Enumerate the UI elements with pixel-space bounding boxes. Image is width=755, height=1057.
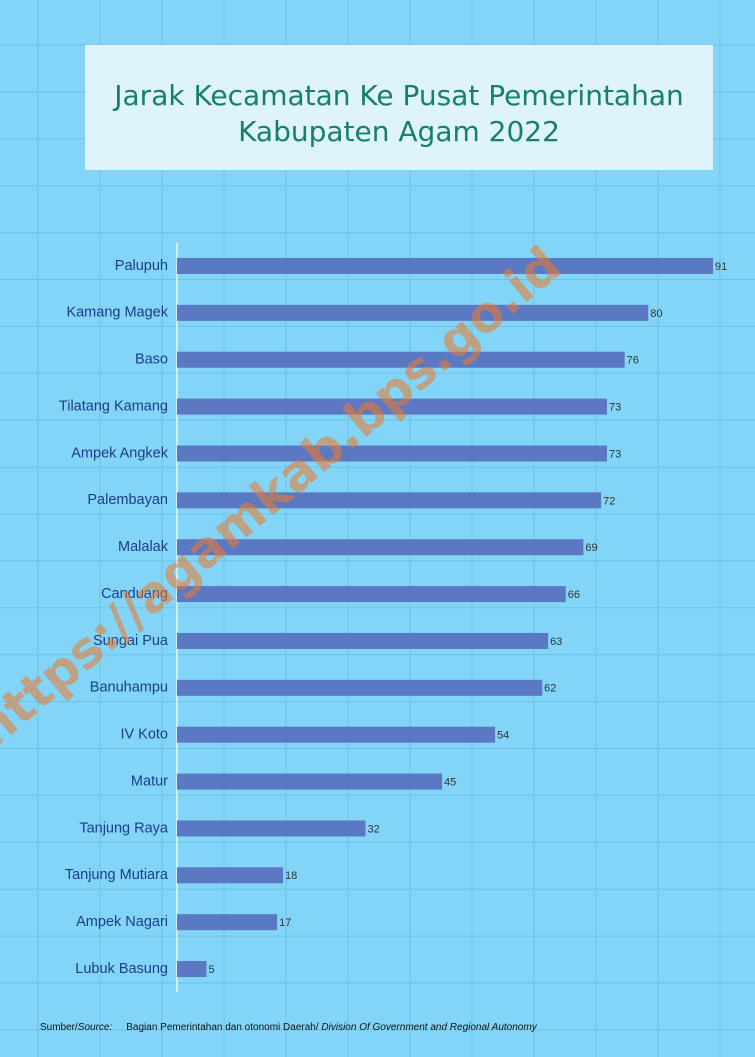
bar [177,351,625,368]
value-label: 32 [367,823,379,835]
chart-title: Jarak Kecamatan Ke Pusat Pemerintahan [112,79,683,112]
source-text: Bagian Pemerintahan dan otonomi Daerah/ [126,1022,321,1033]
bar [177,258,713,274]
category-label: Kamang Magek [66,305,168,321]
category-label: Tanjung Raya [79,820,169,836]
bar [177,773,443,790]
bar [177,586,566,603]
category-label: Ampek Nagari [76,914,168,930]
bar [177,632,549,649]
category-label: Ampek Angkek [71,445,168,461]
bar [177,914,278,931]
value-label: 69 [585,542,597,554]
bar [177,492,602,509]
category-label: Lubuk Basung [75,961,168,977]
chart-title: Kabupaten Agam 2022 [238,115,560,148]
category-label: Malalak [118,539,169,555]
value-label: 5 [208,964,214,976]
category-label: Banuhampu [90,680,168,696]
bar [177,445,607,462]
bar [177,867,284,884]
source-label: Sumber/ [40,1022,78,1033]
source: Sumber/Source: Bagian Pemerintahan dan ot… [40,1022,538,1033]
value-label: 18 [285,870,297,882]
value-label: 66 [568,589,580,601]
value-label: 54 [497,730,509,742]
bar [177,961,207,978]
bar [177,820,366,837]
value-label: 73 [609,448,621,460]
category-label: Baso [135,352,168,368]
value-label: 73 [609,402,621,414]
bar [177,304,649,321]
category-label: Palembayan [87,492,168,508]
value-label: 80 [650,308,662,320]
source-label: Source: [78,1022,113,1033]
category-label: Palupuh [115,258,168,274]
category-label: Tilatang Kamang [59,398,168,414]
category-label: IV Koto [120,727,168,743]
category-label: Sungai Pua [93,633,169,649]
value-label: 17 [279,917,291,929]
source-text: Division Of Government and Regional Auto… [321,1022,537,1033]
bar [177,726,496,743]
value-label: 62 [544,683,556,695]
bar [177,679,543,696]
value-label: 45 [444,776,456,788]
bar [177,539,584,556]
title-box [85,45,713,170]
category-label: Matur [131,773,168,789]
value-label: 72 [603,495,615,507]
category-label: Canduang [101,586,168,602]
value-label: 76 [627,355,639,367]
value-label: 63 [550,636,562,648]
bar [177,398,607,415]
category-label: Tanjung Mutiara [65,867,169,883]
value-label: 91 [715,261,727,273]
